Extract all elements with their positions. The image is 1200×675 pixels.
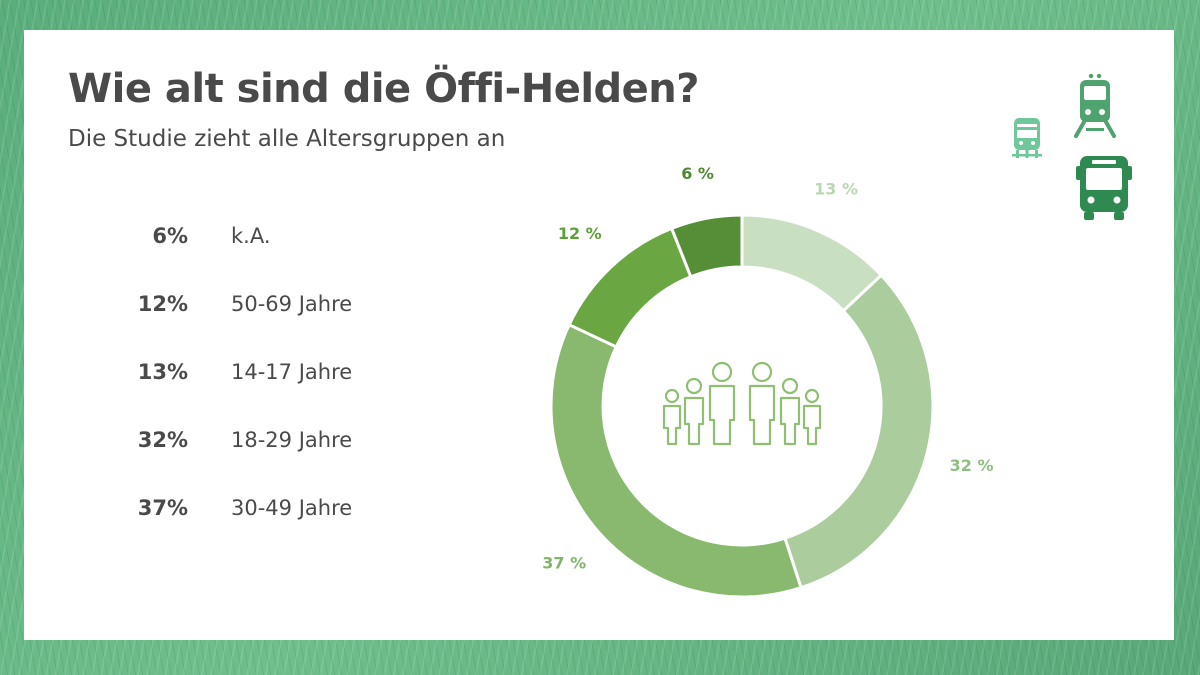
donut-slice xyxy=(567,226,693,349)
legend-label: k.A. xyxy=(231,224,271,248)
legend-percent: 37% xyxy=(137,496,188,520)
donut-slice xyxy=(669,213,744,279)
legend-percent: 12% xyxy=(137,292,188,316)
legend-row: 32% 18-29 Jahre xyxy=(68,420,468,488)
tram-icon xyxy=(1074,73,1116,138)
donut-chart: 13 % 32 % 37 % 12 % 6 % xyxy=(542,164,993,599)
legend-label: 14-17 Jahre xyxy=(231,360,353,384)
donut-slice xyxy=(783,273,935,590)
legend-percent: 6% xyxy=(152,224,188,248)
legend-row: 37% 30-49 Jahre xyxy=(68,488,468,556)
legend-percent: 32% xyxy=(137,428,188,452)
legend-row: 12% 50-69 Jahre xyxy=(68,284,468,352)
donut-slices xyxy=(549,213,935,599)
transport-icons xyxy=(1012,73,1132,220)
legend-label: 18-29 Jahre xyxy=(231,428,353,452)
donut-slice xyxy=(549,322,803,599)
legend: 6% k.A. 12% 50-69 Jahre 13% 14-17 Jahre … xyxy=(68,216,468,556)
slice-label: 13 % xyxy=(814,179,858,198)
page-subtitle: Die Studie zieht alle Altersgruppen an xyxy=(68,126,506,152)
legend-row: 6% k.A. xyxy=(68,216,468,284)
page-title: Wie alt sind die Öffi-Helden? xyxy=(68,66,699,112)
legend-label: 30-49 Jahre xyxy=(231,496,353,520)
train-icon xyxy=(1012,118,1042,158)
legend-row: 13% 14-17 Jahre xyxy=(68,352,468,420)
donut-labels: 13 % 32 % 37 % 12 % 6 % xyxy=(542,164,993,573)
family-icon xyxy=(662,361,822,446)
infographic-card: Wie alt sind die Öffi-Helden? Die Studie… xyxy=(24,30,1174,640)
legend-percent: 13% xyxy=(137,360,188,384)
bus-icon xyxy=(1076,156,1132,220)
slice-label: 6 % xyxy=(681,164,714,183)
legend-label: 50-69 Jahre xyxy=(231,292,353,316)
slice-label: 37 % xyxy=(542,554,586,573)
slice-label: 32 % xyxy=(950,456,994,475)
slice-label: 12 % xyxy=(558,224,602,243)
